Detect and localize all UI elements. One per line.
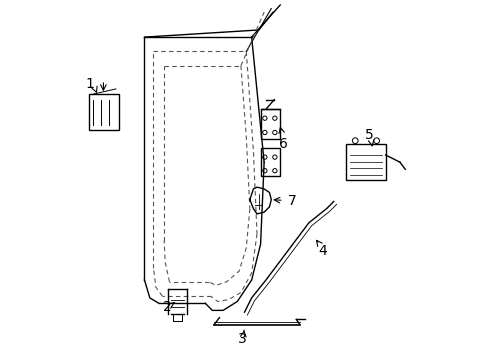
Text: 5: 5 xyxy=(365,129,373,142)
FancyBboxPatch shape xyxy=(89,94,119,130)
Text: 3: 3 xyxy=(238,332,246,346)
Bar xyxy=(260,148,280,176)
Bar xyxy=(346,144,385,180)
Text: 2: 2 xyxy=(163,300,172,314)
Text: 6: 6 xyxy=(279,137,287,151)
Text: 4: 4 xyxy=(318,244,327,258)
Bar xyxy=(260,109,280,139)
Text: 1: 1 xyxy=(85,77,94,91)
Text: 7: 7 xyxy=(288,194,297,208)
